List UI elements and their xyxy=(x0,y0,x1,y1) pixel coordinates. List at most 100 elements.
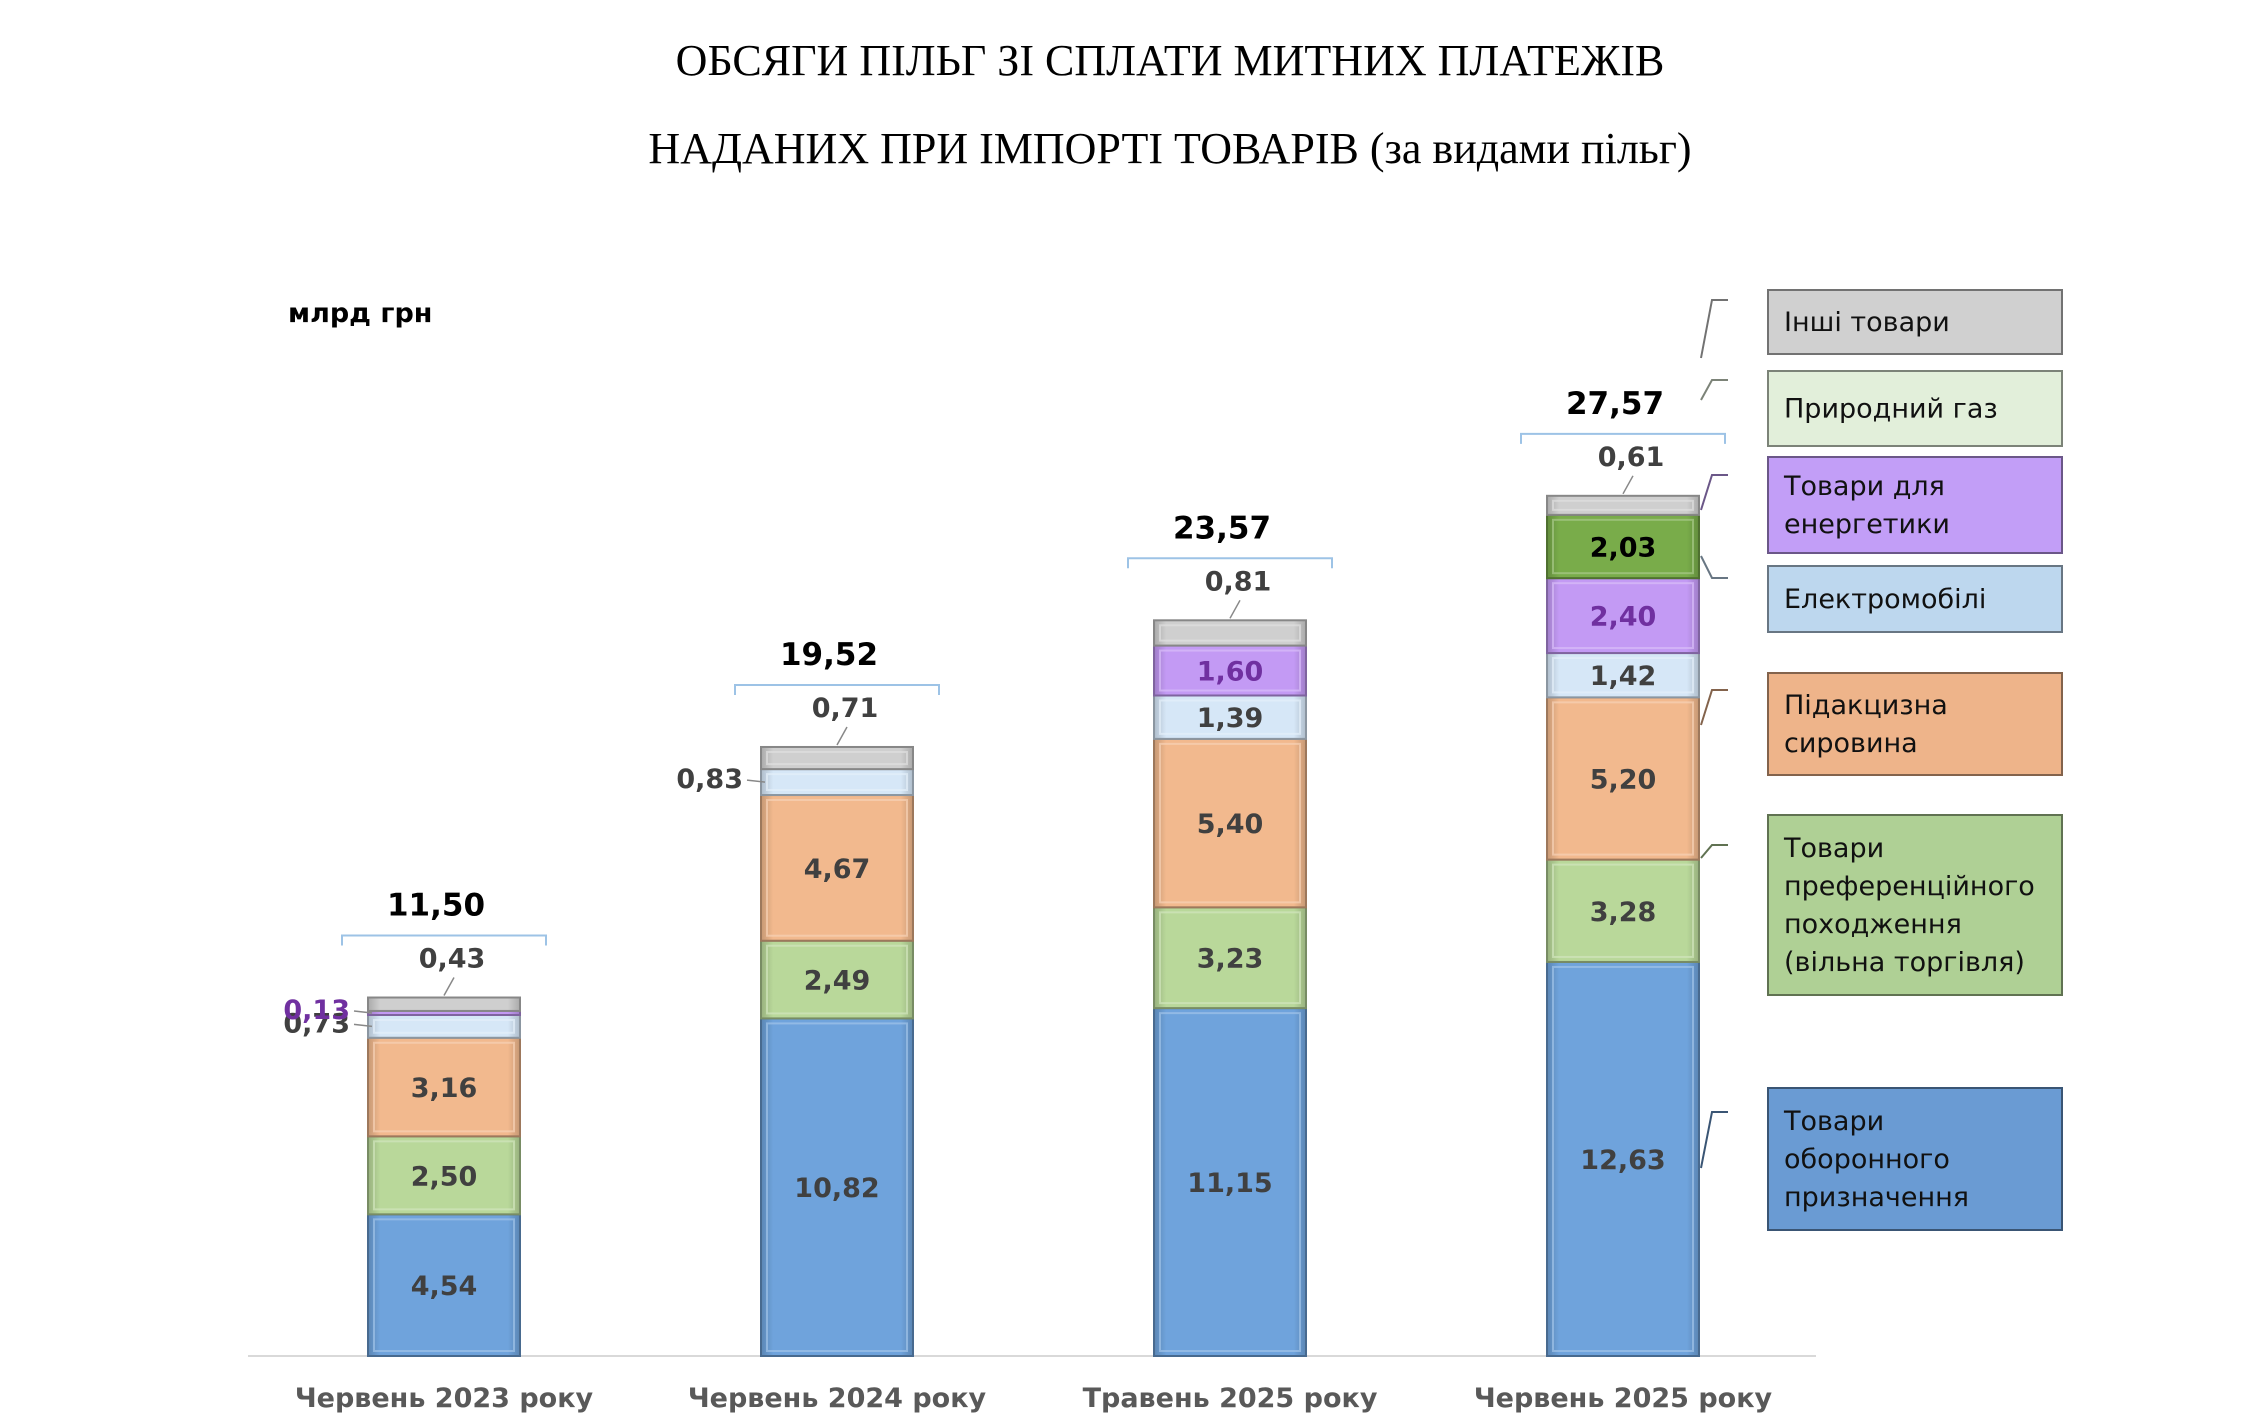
bar-segment-підакцизна-сировина-3 xyxy=(1153,737,1307,909)
total-bracket xyxy=(734,683,940,695)
bar-segment-bevel xyxy=(1159,1012,1301,1352)
total-label-4: 27,57 xyxy=(1566,386,1664,422)
bar-segment-bevel xyxy=(766,1022,908,1353)
bar-segment-підакцизна-сировина-2 xyxy=(760,794,914,942)
legend-label: Підакцизна xyxy=(1784,690,1948,721)
bar-segment-електромобілі-4 xyxy=(1546,652,1700,699)
data-label-товари-оборонного-призначення-2: 10,82 xyxy=(794,1173,879,1204)
legend-item-товари-преференційного-походження-вільна-торгівля: Товари преференційного походження (вільна т… xyxy=(1767,814,2063,996)
legend-connector xyxy=(1700,555,1728,579)
legend-swatch xyxy=(1767,565,2063,633)
legend-label: преференційного xyxy=(1784,871,2035,902)
leader-line xyxy=(1622,475,1634,495)
bar-segment-інші-товари-3 xyxy=(1153,619,1307,647)
legend-item-інші-товари: Інші товари xyxy=(1767,289,2063,355)
legend-swatch xyxy=(1767,1087,2063,1231)
legend-item-підакцизна-сировина: Підакцизна сировина xyxy=(1767,672,2063,776)
bar-segment-bevel xyxy=(1552,965,1694,1352)
bar-segment-bevel xyxy=(766,773,908,792)
bar-segment-bevel xyxy=(766,750,908,766)
bar-segment-електромобілі-2 xyxy=(760,768,914,797)
data-label-товари-оборонного-призначення-1: 4,54 xyxy=(411,1271,478,1302)
leader-line xyxy=(353,1010,373,1014)
bar-segment-bevel xyxy=(373,1218,515,1353)
bar-segment-природний-газ-4 xyxy=(1546,513,1700,580)
data-label-електромобілі-1: 0,73 xyxy=(283,1008,350,1039)
legend-connector xyxy=(1700,379,1728,401)
bar-segment-товари-для-енергетики-3 xyxy=(1153,644,1307,697)
legend-item-електромобілі: Електромобілі xyxy=(1767,565,2063,633)
bar-segment-електромобілі-3 xyxy=(1153,694,1307,740)
data-label-товари-преференційного-походження-вільна-торгівля-4: 3,28 xyxy=(1590,897,1657,928)
data-label-товари-оборонного-призначення-4: 12,63 xyxy=(1580,1145,1665,1176)
bar-segment-bevel xyxy=(1552,863,1694,958)
total-label-1: 11,50 xyxy=(387,888,485,924)
bar-segment-товари-оборонного-призначення-3 xyxy=(1153,1007,1307,1357)
legend-label: Інші товари xyxy=(1784,307,1950,338)
bar-segment-підакцизна-сировина-4 xyxy=(1546,696,1700,861)
bar-segment-підакцизна-сировина-1 xyxy=(367,1036,521,1138)
legend-item-природний-газ: Природний газ xyxy=(1767,370,2063,447)
leader-line xyxy=(443,977,455,996)
bar-segment-bevel xyxy=(373,1140,515,1211)
bar-segment-інші-товари-2 xyxy=(760,745,914,771)
bar-segment-bevel xyxy=(373,1018,515,1034)
bar-segment-товари-преференційного-походження-вільна-торгівля-4 xyxy=(1546,858,1700,963)
legend-label: Товари xyxy=(1783,1106,1884,1137)
category-label-4: Червень 2025 року xyxy=(1474,1383,1773,1414)
data-label-товари-преференційного-походження-вільна-торгівля-3: 3,23 xyxy=(1197,944,1264,975)
data-label-товари-преференційного-походження-вільна-торгівля-2: 2,49 xyxy=(804,966,871,997)
data-label-інші-товари-4: 0,61 xyxy=(1598,442,1665,473)
bar-segment-bevel xyxy=(766,944,908,1015)
data-label-товари-преференційного-походження-вільна-торгівля-1: 2,50 xyxy=(411,1161,478,1192)
data-label-підакцизна-сировина-1: 3,16 xyxy=(411,1073,478,1104)
legend-label: Природний газ xyxy=(1784,394,1998,425)
legend-connector xyxy=(1700,299,1728,359)
total-label-2: 19,52 xyxy=(780,637,878,673)
legend-label: призначення xyxy=(1784,1182,1969,1213)
data-label-інші-товари-1: 0,43 xyxy=(419,944,486,975)
data-label-підакцизна-сировина-3: 5,40 xyxy=(1197,809,1264,840)
leader-line xyxy=(746,779,766,783)
data-label-підакцизна-сировина-2: 4,67 xyxy=(804,854,871,885)
legend-label: Електромобілі xyxy=(1784,584,1986,615)
legend-item-товари-для-енергетики: Товари для енергетики xyxy=(1767,456,2063,554)
bar-segment-bevel xyxy=(1159,699,1301,735)
data-label-товари-для-енергетики-1: 0,13 xyxy=(283,995,350,1026)
total-label-3: 23,57 xyxy=(1173,510,1271,546)
category-label-1: Червень 2023 року xyxy=(295,1383,594,1414)
data-label-підакцизна-сировина-4: 5,20 xyxy=(1590,764,1657,795)
bar-segment-товари-для-енергетики-4 xyxy=(1546,577,1700,655)
bar-segment-інші-товари-4 xyxy=(1546,494,1700,516)
data-label-інші-товари-3: 0,81 xyxy=(1205,566,1272,597)
legend-label: походження xyxy=(1784,909,1962,940)
bar-segment-товари-оборонного-призначення-1 xyxy=(367,1213,521,1358)
bar-segment-bevel xyxy=(1159,624,1301,642)
bar-segment-товари-оборонного-призначення-2 xyxy=(760,1017,914,1358)
data-label-товари-для-енергетики-4: 2,40 xyxy=(1590,602,1657,633)
legend-label: Товари xyxy=(1783,833,1884,864)
data-label-товари-оборонного-призначення-3: 11,15 xyxy=(1187,1168,1272,1199)
bar-segment-товари-преференційного-походження-вільна-торгівля-1 xyxy=(367,1135,521,1216)
total-bracket xyxy=(341,934,547,946)
bar-segment-bevel xyxy=(1552,582,1694,650)
total-bracket xyxy=(1127,557,1333,569)
legend-swatch xyxy=(1767,289,2063,355)
labels-layer: 4,54 2,50 3,16 0,730,13 0,43 11,50 Червень 202… xyxy=(283,386,1772,1414)
data-label-електромобілі-4: 1,42 xyxy=(1590,661,1657,692)
data-label-природний-газ-4: 2,03 xyxy=(1590,533,1657,564)
legend-connector xyxy=(1700,474,1728,511)
bar-segment-bevel xyxy=(1159,649,1301,692)
category-label-3: Травень 2025 року xyxy=(1083,1383,1378,1414)
legend-label: енергетики xyxy=(1784,509,1950,540)
legend-swatch xyxy=(1767,672,2063,776)
legend-label: (вільна торгівля) xyxy=(1784,947,2025,978)
leader-line xyxy=(836,726,848,746)
data-label-електромобілі-3: 1,39 xyxy=(1197,703,1264,734)
bar-segment-bevel xyxy=(1552,657,1694,694)
total-bracket xyxy=(1520,432,1726,444)
legend-label: оборонного xyxy=(1784,1144,1950,1175)
legend-connector xyxy=(1700,689,1728,726)
data-label-електромобілі-2: 0,83 xyxy=(676,764,743,795)
